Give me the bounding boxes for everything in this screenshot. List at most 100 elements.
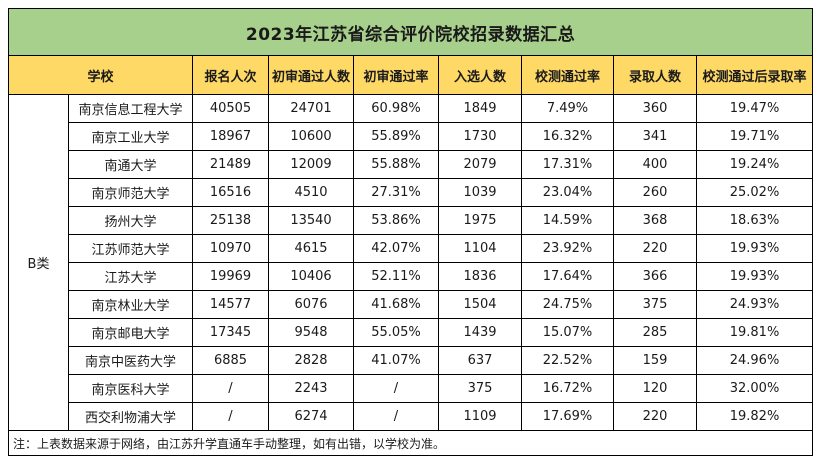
table-row: 南通大学 21489 12009 55.88% 2079 17.31% 400 … [9, 150, 814, 179]
table-row: 江苏大学 19969 10406 52.11% 1836 17.64% 366 … [9, 262, 814, 291]
initial-pass-rate-cell: 53.86% [353, 206, 439, 235]
post-test-admit-rate-cell: 19.93% [695, 262, 814, 291]
test-pass-rate-cell: 16.32% [521, 122, 614, 151]
initial-pass-count-cell: 13540 [268, 206, 354, 235]
applicants-cell: 19969 [192, 262, 269, 291]
initial-pass-count-cell: 4615 [268, 234, 354, 263]
test-pass-rate-cell: 24.75% [521, 290, 614, 319]
school-name-cell: 江苏师范大学 [68, 234, 193, 263]
school-name-cell: 南通大学 [68, 150, 193, 179]
note-row: 注：上表数据来源于网络，由江苏升学直通车手动整理，如有出错，以学校为准。 [7, 430, 814, 456]
applicants-cell: 10970 [192, 234, 269, 263]
test-pass-rate-cell: 17.31% [521, 150, 614, 179]
title-row: 2023年江苏省综合评价院校招录数据汇总 [7, 8, 814, 56]
admitted-count-cell: 375 [613, 290, 697, 319]
post-test-admit-rate-cell: 19.24% [695, 150, 814, 179]
page-title: 2023年江苏省综合评价院校招录数据汇总 [7, 8, 814, 56]
admitted-count-cell: 120 [613, 374, 697, 403]
initial-pass-count-cell: 4510 [268, 178, 354, 207]
selected-count-cell: 1504 [438, 290, 522, 319]
applicants-cell: 40505 [192, 94, 269, 123]
test-pass-rate-cell: 16.72% [521, 374, 614, 403]
school-name-cell: 南京师范大学 [68, 178, 193, 207]
selected-count-cell: 1439 [438, 318, 522, 347]
test-pass-rate-cell: 17.69% [521, 402, 614, 431]
post-test-admit-rate-cell: 24.96% [695, 346, 814, 375]
initial-pass-rate-cell: 60.98% [353, 94, 439, 123]
admitted-count-cell: 360 [613, 94, 697, 123]
category-cell: B类 [8, 94, 69, 431]
initial-pass-rate-cell: 55.88% [353, 150, 439, 179]
school-name-cell: 南京工业大学 [68, 122, 193, 151]
post-test-admit-rate-cell: 19.47% [695, 94, 814, 123]
school-name-cell: 南京中医药大学 [68, 346, 193, 375]
initial-pass-rate-cell: 52.11% [353, 262, 439, 291]
column-header-post-test-admit-rate: 校测通过后录取率 [695, 55, 814, 95]
column-header-school: 学校 [8, 55, 193, 95]
table-row: 南京林业大学 14577 6076 41.68% 1504 24.75% 375… [9, 290, 814, 319]
post-test-admit-rate-cell: 18.63% [695, 206, 814, 235]
column-header-initial-pass-rate: 初审通过率 [353, 55, 439, 95]
initial-pass-rate-cell: 55.05% [353, 318, 439, 347]
column-header-selected-count: 入选人数 [438, 55, 522, 95]
test-pass-rate-cell: 17.64% [521, 262, 614, 291]
admitted-count-cell: 341 [613, 122, 697, 151]
post-test-admit-rate-cell: 19.71% [695, 122, 814, 151]
test-pass-rate-cell: 23.92% [521, 234, 614, 263]
applicants-cell: / [192, 374, 269, 403]
initial-pass-rate-cell: 41.07% [353, 346, 439, 375]
school-name-cell: 南京医科大学 [68, 374, 193, 403]
column-header-initial-pass-count: 初审通过人数 [268, 55, 354, 95]
initial-pass-count-cell: 12009 [268, 150, 354, 179]
admitted-count-cell: 220 [613, 234, 697, 263]
initial-pass-rate-cell: / [353, 402, 439, 431]
table-row: 江苏师范大学 10970 4615 42.07% 1104 23.92% 220… [9, 234, 814, 263]
table-row: B类 南京信息工程大学 40505 24701 60.98% 1849 7.49%… [8, 94, 814, 431]
school-name-cell: 南京邮电大学 [68, 318, 193, 347]
column-header-test-pass-rate: 校测通过率 [521, 55, 614, 95]
selected-count-cell: 637 [438, 346, 522, 375]
selected-count-cell: 1109 [438, 402, 522, 431]
initial-pass-rate-cell: / [353, 374, 439, 403]
applicants-cell: 18967 [192, 122, 269, 151]
post-test-admit-rate-cell: 32.00% [695, 374, 814, 403]
table-row: 西交利物浦大学 / 6274 / 1109 17.69% 220 19.82% [9, 402, 814, 431]
column-header-admitted-count: 录取人数 [613, 55, 697, 95]
footer-note: 注：上表数据来源于网络，由江苏升学直通车手动整理，如有出错，以学校为准。 [7, 430, 814, 456]
selected-count-cell: 1836 [438, 262, 522, 291]
test-pass-rate-cell: 7.49% [521, 94, 614, 123]
initial-pass-count-cell: 6274 [268, 402, 354, 431]
selected-count-cell: 2079 [438, 150, 522, 179]
post-test-admit-rate-cell: 24.93% [695, 290, 814, 319]
test-pass-rate-cell: 14.59% [521, 206, 614, 235]
applicants-cell: 6885 [192, 346, 269, 375]
applicants-cell: 25138 [192, 206, 269, 235]
table-row: 南京师范大学 16516 4510 27.31% 1039 23.04% 260… [9, 178, 814, 207]
table-row: 南京中医药大学 6885 2828 41.07% 637 22.52% 159 … [9, 346, 814, 375]
selected-count-cell: 1730 [438, 122, 522, 151]
initial-pass-rate-cell: 42.07% [353, 234, 439, 263]
admitted-count-cell: 368 [613, 206, 697, 235]
selected-count-cell: 375 [438, 374, 522, 403]
admitted-count-cell: 260 [613, 178, 697, 207]
test-pass-rate-cell: 15.07% [521, 318, 614, 347]
test-pass-rate-cell: 23.04% [521, 178, 614, 207]
applicants-cell: 16516 [192, 178, 269, 207]
applicants-cell: 14577 [192, 290, 269, 319]
initial-pass-count-cell: 10600 [268, 122, 354, 151]
test-pass-rate-cell: 22.52% [521, 346, 614, 375]
initial-pass-count-cell: 6076 [268, 290, 354, 319]
school-name-cell: 南京林业大学 [68, 290, 193, 319]
table-row: 扬州大学 25138 13540 53.86% 1975 14.59% 368 … [9, 206, 814, 235]
post-test-admit-rate-cell: 25.02% [695, 178, 814, 207]
initial-pass-count-cell: 9548 [268, 318, 354, 347]
initial-pass-count-cell: 2828 [268, 346, 354, 375]
table-body: B类 南京信息工程大学 40505 24701 60.98% 1849 7.49%… [8, 94, 814, 431]
initial-pass-rate-cell: 27.31% [353, 178, 439, 207]
admitted-count-cell: 400 [613, 150, 697, 179]
selected-count-cell: 1039 [438, 178, 522, 207]
admissions-summary-table: 2023年江苏省综合评价院校招录数据汇总 学校 报名人次 初审通过人数 初审通过… [7, 8, 814, 456]
selected-count-cell: 1975 [438, 206, 522, 235]
school-name-cell: 西交利物浦大学 [68, 402, 193, 431]
